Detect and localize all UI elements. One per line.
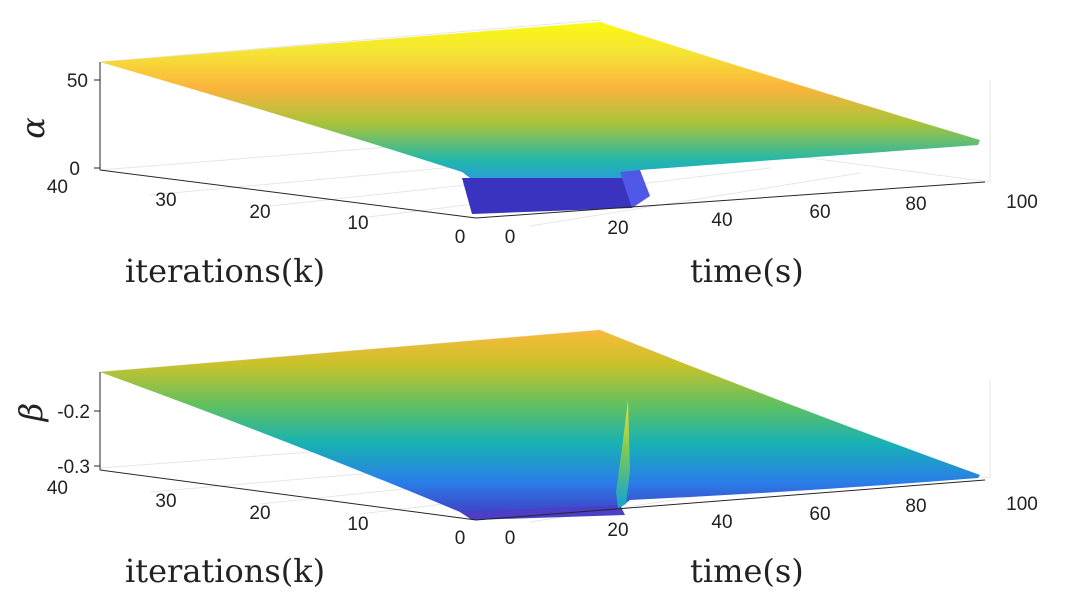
beta-x-tick: 0 [455,528,466,549]
beta-x-axis [99,469,477,521]
beta-spike [616,400,630,508]
alpha-y-tick: 0 [505,227,516,248]
beta-surface-panel: -0.2 -0.3 β 40 30 20 10 0 iterations(k) … [12,329,1038,590]
alpha-surface-panel: 50 0 α 40 30 20 10 0 iterations(k) 0 20 … [14,19,1038,290]
alpha-y-tick: 20 [607,218,628,239]
alpha-surface [100,22,980,182]
alpha-y-tick: 80 [905,194,926,215]
beta-x-tick: 20 [249,503,270,524]
alpha-x-tick: 20 [249,202,270,223]
beta-y-tick: 40 [711,512,732,533]
beta-x-tick: 10 [347,514,368,535]
alpha-x-label: iterations(k) [125,252,325,290]
alpha-low-region-edge [620,170,650,208]
alpha-x-tick: 30 [155,190,176,211]
beta-surface [100,330,980,518]
beta-y-tick: 80 [905,496,926,517]
beta-x-label: iterations(k) [125,552,325,590]
beta-y-tick: 0 [505,528,516,549]
beta-y-tick: 100 [1006,494,1038,515]
beta-x-tick: 40 [47,478,68,499]
alpha-z-label: α [14,117,52,139]
alpha-z-tick: 50 [67,71,88,92]
alpha-y-axis [475,181,986,219]
alpha-y-tick: 40 [711,210,732,231]
beta-y-tick: 60 [809,504,830,525]
beta-z-tick: -0.3 [57,457,90,478]
beta-y-label: time(s) [690,552,804,590]
alpha-x-tick: 10 [347,213,368,234]
alpha-y-tick: 100 [1006,192,1038,213]
alpha-x-axis [99,169,477,219]
alpha-y-label: time(s) [690,252,804,290]
alpha-x-tick: 0 [455,227,466,248]
beta-y-tick: 20 [607,520,628,541]
alpha-low-region [462,178,632,214]
beta-x-tick: 30 [155,491,176,512]
beta-z-label: β [12,403,50,423]
alpha-x-tick: 40 [47,177,68,198]
beta-surface-edge [460,505,625,520]
alpha-y-tick: 60 [809,202,830,223]
alpha-z-tick: 0 [69,159,80,180]
beta-y-axis [475,479,986,521]
beta-z-tick: -0.2 [57,402,90,423]
